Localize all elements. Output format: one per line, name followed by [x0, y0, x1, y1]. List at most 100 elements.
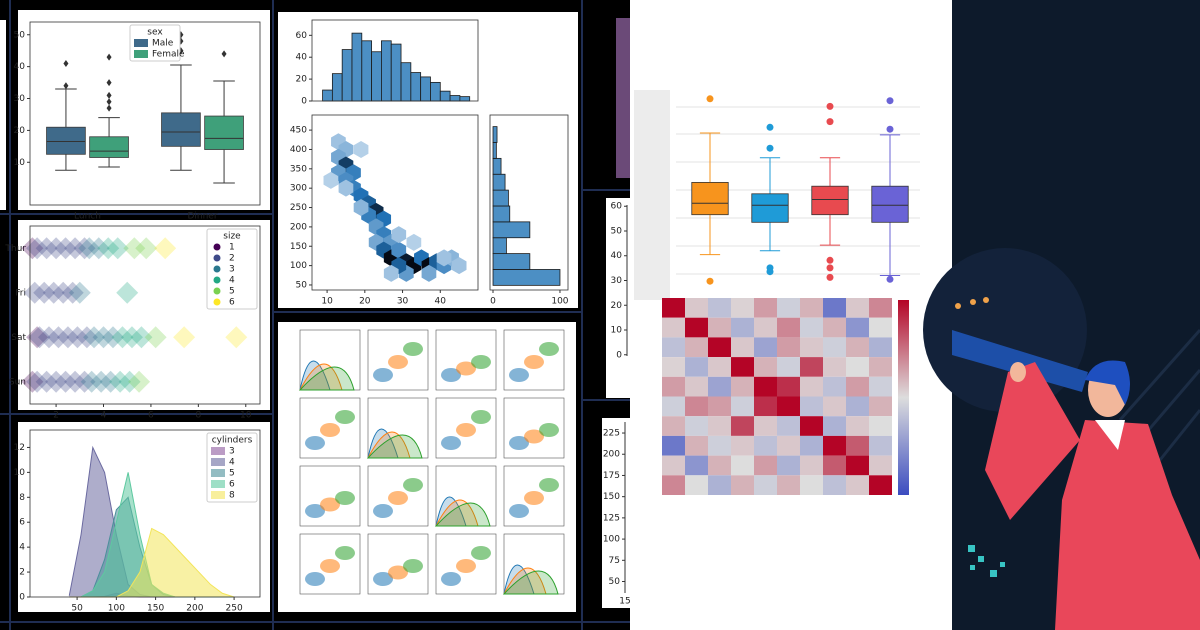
y-tick-label: Thur [4, 244, 26, 254]
y-tick-label: 20 [611, 301, 623, 311]
pair-cluster [320, 423, 340, 437]
point [173, 326, 196, 349]
pair-cluster [471, 355, 491, 369]
hex-cell [391, 241, 407, 259]
y-tick-label: 2 [19, 568, 25, 578]
heat-cell [731, 298, 754, 318]
y-tick-label: 200 [603, 450, 620, 460]
right-panels [630, 0, 952, 630]
pair-kde [367, 431, 411, 459]
pair-cell [435, 533, 497, 595]
hex-cell [406, 233, 422, 251]
y-tick-label: 150 [603, 492, 620, 502]
pair-cluster [524, 355, 544, 369]
y-tick-label: Sun [9, 377, 26, 387]
heat-cell [708, 376, 731, 397]
y-tick-label: 0 [301, 97, 307, 107]
pair-cell [367, 533, 429, 595]
flier [766, 123, 774, 131]
legend-label: 8 [229, 491, 235, 501]
stripes [1118, 329, 1200, 461]
point [87, 237, 110, 260]
histogram-bar [361, 40, 373, 102]
star [955, 303, 961, 309]
pair-cluster [403, 559, 423, 573]
heat-cell [823, 396, 846, 417]
point [90, 370, 113, 393]
kde-area-fill [69, 528, 235, 597]
pair-cell [367, 329, 429, 391]
heat-cell [800, 298, 823, 318]
heat-cell [777, 317, 800, 338]
flier [106, 98, 112, 106]
y-tick-label: 200 [290, 222, 307, 232]
heat-cell [869, 396, 892, 417]
histogram-bar [492, 173, 506, 191]
heat-cell [708, 396, 731, 417]
heat-cell [823, 435, 846, 456]
heat-cell [869, 475, 892, 495]
y-tick-label: 30 [14, 94, 26, 104]
y-tick-label: 10 [14, 468, 26, 478]
heat-cell [869, 416, 892, 436]
flier [706, 277, 714, 285]
point [47, 326, 70, 349]
pixels [968, 545, 1005, 577]
histogram-bar [430, 81, 441, 102]
box [691, 181, 729, 216]
hex-cell [436, 249, 452, 267]
heat-cell [685, 357, 708, 377]
legend-label: 6 [229, 480, 235, 490]
heat-cell [754, 435, 777, 456]
heat-cell [685, 435, 708, 456]
pair-cluster [539, 342, 559, 356]
y-tick-label: 10 [14, 158, 26, 168]
heat-cell [800, 455, 823, 476]
point [154, 237, 177, 260]
y-tick-label: 12 [14, 443, 25, 453]
histogram-bar [351, 32, 363, 102]
pair-cell [503, 329, 565, 391]
legend-swatch [213, 298, 221, 306]
heat-cell [731, 396, 754, 417]
pair-cluster [388, 565, 408, 580]
point [99, 370, 122, 393]
heat-cell [731, 376, 754, 397]
histogram-bar [331, 73, 343, 102]
hex-cell [353, 199, 369, 217]
heat-cell [662, 317, 685, 338]
heat-cell [869, 317, 892, 338]
heat-cell [685, 396, 708, 417]
y-tick-label: 10 [611, 326, 623, 336]
point [64, 370, 87, 393]
y-tick-label: 250 [290, 203, 307, 213]
point [225, 326, 248, 349]
heat-cell [662, 416, 685, 436]
legend-swatch [134, 39, 148, 47]
y-tick-label: 60 [611, 202, 623, 212]
point [75, 326, 98, 349]
x-tick-label: 2 [53, 411, 59, 421]
point [109, 370, 132, 393]
x-tick-label: 0 [490, 297, 496, 307]
histogram-bar [449, 95, 461, 102]
heat-cell [754, 455, 777, 476]
point [66, 326, 89, 349]
point [111, 326, 134, 349]
heat-cell [731, 337, 754, 358]
heat-cell [777, 455, 800, 476]
heat-cell [800, 396, 823, 417]
heat-cell [708, 475, 731, 495]
hand [1010, 362, 1026, 382]
point [106, 237, 129, 260]
point [73, 370, 96, 393]
heat-cell [869, 357, 892, 377]
heat-cell [708, 416, 731, 436]
heat-cell [754, 317, 777, 338]
legend-label: 4 [229, 458, 235, 468]
x-tick-label: 40 [435, 297, 447, 307]
flier [826, 273, 834, 281]
